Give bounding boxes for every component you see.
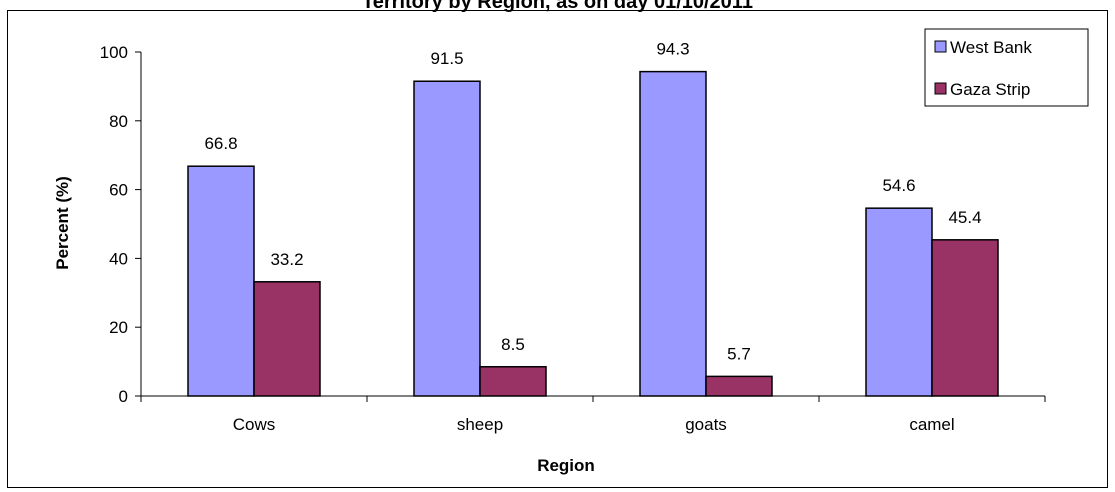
x-tick-label: camel <box>909 415 954 434</box>
bar-gaza-strip-camel <box>931 239 999 397</box>
bars <box>187 70 999 397</box>
bar-gaza-strip-goats <box>705 375 773 397</box>
legend-label-west-bank: West Bank <box>950 38 1032 57</box>
data-label: 45.4 <box>948 208 981 227</box>
data-label: 54.6 <box>882 176 915 195</box>
x-tick-label: Cows <box>233 415 276 434</box>
legend-box <box>924 28 1089 107</box>
y-tick-label: 0 <box>119 387 128 406</box>
data-label: 5.7 <box>727 344 751 363</box>
chart-title: Territory by Region, as on day 01/10/201… <box>362 0 753 13</box>
legend-swatch-west-bank <box>934 40 947 53</box>
data-label: 91.5 <box>430 49 463 68</box>
data-label: 94.3 <box>656 40 689 59</box>
y-axis-label: Percent (%) <box>53 176 72 270</box>
y-tick-label: 60 <box>109 181 128 200</box>
y-tick-label: 40 <box>109 249 128 268</box>
y-tick-label: 20 <box>109 318 128 337</box>
legend-label-gaza-strip: Gaza Strip <box>950 80 1030 99</box>
legend: West Bank Gaza Strip <box>924 28 1089 107</box>
bar-gaza-strip-cows <box>253 281 321 397</box>
bar-west-bank-cows <box>187 165 255 397</box>
bar-west-bank-camel <box>865 207 933 397</box>
data-label: 66.8 <box>204 134 237 153</box>
bar-gaza-strip-sheep <box>479 366 547 397</box>
data-label: 8.5 <box>501 335 525 354</box>
data-labels: 66.8 91.5 94.3 54.6 33.2 8.5 5.7 45.4 <box>204 40 981 364</box>
x-axis-label: Region <box>537 456 595 475</box>
bar-west-bank-goats <box>639 70 707 397</box>
axes: 0 20 40 60 80 100 Cows sheep goats camel <box>100 43 1046 434</box>
chart-frame <box>7 10 1108 488</box>
x-tick-label: goats <box>685 415 727 434</box>
data-label: 33.2 <box>270 250 303 269</box>
x-tick-label: sheep <box>457 415 503 434</box>
y-tick-label: 80 <box>109 112 128 131</box>
legend-swatch-gaza-strip <box>934 82 947 95</box>
y-tick-label: 100 <box>100 43 128 62</box>
bar-west-bank-sheep <box>413 80 481 397</box>
